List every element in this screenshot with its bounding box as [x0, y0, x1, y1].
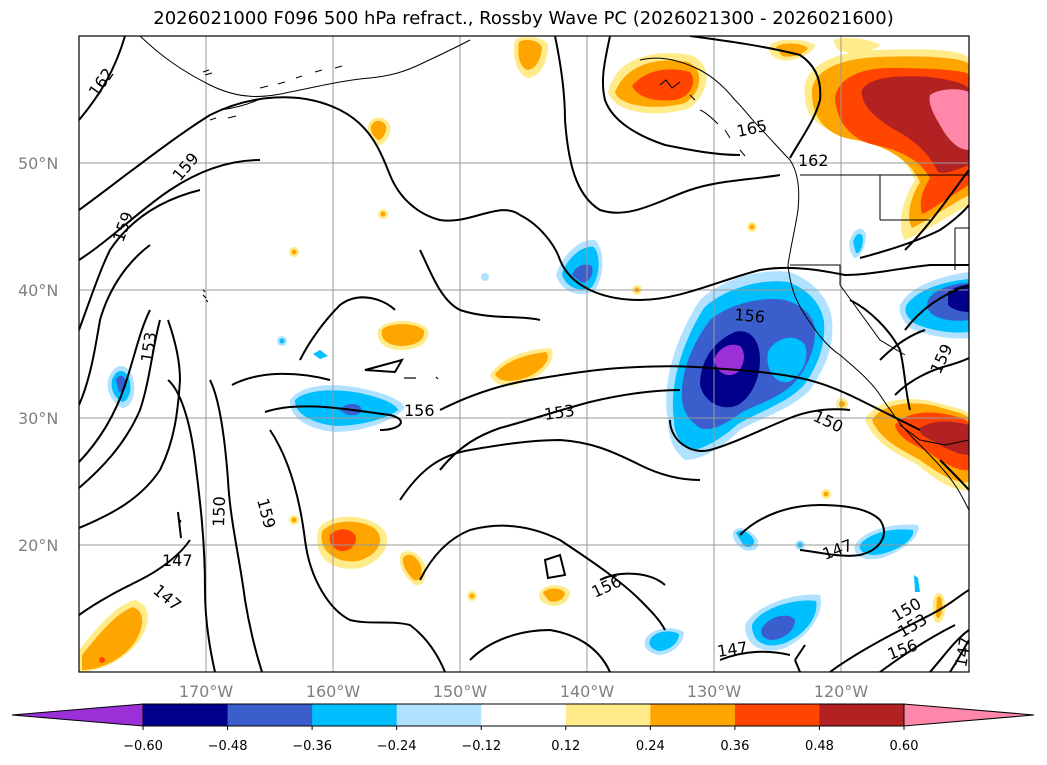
contour-labels: 162 159 159 153 150 159 147 147 156 153 … [85, 64, 975, 668]
colorbar-right-arrow [903, 703, 1035, 727]
colorbar-tick-label: −0.48 [208, 739, 248, 754]
map-title: 2026021000 F096 500 hPa refract., Rossby… [153, 8, 894, 29]
lat-label-40n: 40°N [18, 281, 58, 300]
colorbar-left-arrow [11, 703, 144, 727]
lon-label-160w: 160°W [306, 682, 361, 701]
colorbar-tick-label: 0.36 [720, 739, 749, 754]
lon-label-170w: 170°W [179, 682, 234, 701]
contour-label: 156 [734, 305, 766, 327]
colorbar-frame [142, 703, 905, 727]
colorbar-cell [819, 704, 905, 726]
filled-anomaly-regions [79, 37, 969, 672]
colorbar-tick-label: 0.24 [636, 739, 665, 754]
colorbar-cell [565, 704, 651, 726]
colorbar-cells [143, 704, 905, 726]
colorbar: −0.60 −0.48 −0.36 −0.24 −0.12 0.12 0.24 0.36 0.4… [11, 703, 1035, 754]
contour-lines [79, 36, 969, 672]
lon-label-120w: 120°W [814, 682, 869, 701]
lat-label-20n: 20°N [18, 536, 58, 555]
colorbar-tick-label: 0.60 [890, 739, 919, 754]
contour-label: 162 [798, 151, 829, 170]
longitude-labels: 170°W 160°W 150°W 140°W 130°W 120°W [179, 682, 869, 701]
colorbar-tick-label: −0.24 [377, 739, 417, 754]
colorbar-cell [650, 704, 736, 726]
contour-label: 153 [543, 401, 576, 424]
lon-label-150w: 150°W [433, 682, 488, 701]
colorbar-cell [143, 704, 229, 726]
colorbar-cell [396, 704, 482, 726]
contour-label: 153 [137, 331, 160, 364]
lon-label-130w: 130°W [687, 682, 742, 701]
island-markers [202, 294, 439, 380]
contour-label: 147 [716, 638, 749, 661]
contour-label: 147 [162, 551, 193, 570]
latitude-labels: 50°N 40°N 30°N 20°N [18, 154, 58, 555]
colorbar-tick-label: −0.60 [123, 739, 163, 754]
contour-label: 147 [951, 635, 975, 668]
coastlines [139, 36, 969, 511]
colorbar-cell [734, 704, 820, 726]
map-frame [78, 35, 970, 673]
lat-label-30n: 30°N [18, 409, 58, 428]
map-gridlines [79, 36, 969, 672]
contour-label: 156 [404, 401, 435, 420]
colorbar-ticks: −0.60 −0.48 −0.36 −0.24 −0.12 0.12 0.24 0.36 0.4… [123, 726, 918, 754]
colorbar-tick-label: 0.12 [551, 739, 580, 754]
colorbar-cell [312, 704, 398, 726]
contour-label: 150 [209, 496, 229, 527]
colorbar-cell [227, 704, 313, 726]
lat-label-50n: 50°N [18, 154, 58, 173]
colorbar-cell [481, 704, 567, 726]
colorbar-tick-label: −0.12 [461, 739, 501, 754]
colorbar-tick-label: 0.48 [805, 739, 834, 754]
colorbar-tick-label: −0.36 [292, 739, 332, 754]
lon-label-140w: 140°W [560, 682, 615, 701]
